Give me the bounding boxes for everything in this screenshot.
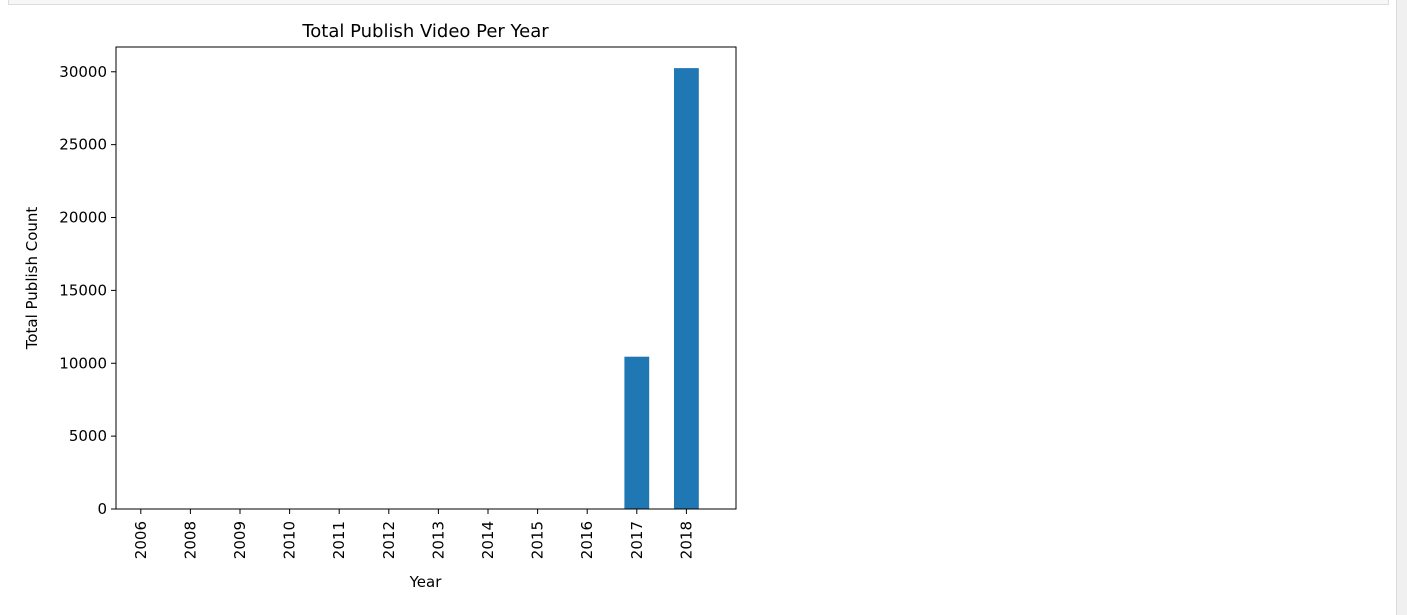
y-tick-label: 15000 [59,281,107,299]
x-tick-label: 2015 [529,521,547,559]
x-tick-label: 2016 [578,521,596,559]
x-tick-label: 2009 [231,521,249,559]
chart-title: Total Publish Video Per Year [301,21,549,42]
x-tick-label: 2013 [429,521,447,559]
x-axis-ticks: 2006 2008 2009 2010 2011 2012 2013 2014 2015 2016… [132,509,695,559]
y-tick-label: 30000 [59,63,107,81]
x-tick-label: 2008 [181,521,199,559]
y-axis-label: Total Publish Count [23,207,41,351]
output-cell-top-border [8,0,1389,5]
bar-2018 [674,68,699,509]
y-tick-label: 0 [97,500,107,518]
x-tick-label: 2018 [677,521,695,559]
x-tick-label: 2010 [281,521,299,559]
bars-group [128,68,699,509]
y-axis-ticks: 0 5000 10000 15000 20000 25000 30000 [59,63,116,518]
plot-frame [115,46,737,510]
y-tick-label: 10000 [59,354,107,372]
bar-chart: Total Publish Video Per Year Total Publi… [23,21,737,591]
scrollbar[interactable] [1396,0,1407,615]
y-tick-label: 20000 [59,209,107,227]
x-axis-label: Year [409,573,443,591]
x-tick-label: 2014 [479,521,497,559]
x-tick-label: 2006 [132,521,150,559]
bar-2017 [624,356,650,509]
y-tick-label: 5000 [69,427,107,445]
x-tick-label: 2012 [380,521,398,559]
x-tick-label: 2017 [628,521,646,559]
x-tick-label: 2011 [330,521,348,559]
y-tick-label: 25000 [59,136,107,154]
